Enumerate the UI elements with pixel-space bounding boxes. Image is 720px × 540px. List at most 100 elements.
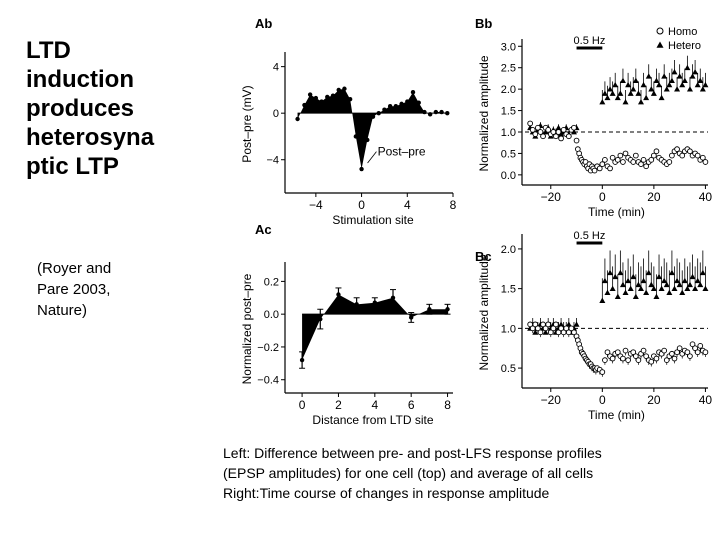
bb-hetero-point xyxy=(637,99,644,105)
ab-data-point xyxy=(342,86,347,91)
ab-x-tick-label: 8 xyxy=(450,198,457,212)
bb-y-tick-label: 1.5 xyxy=(501,106,516,118)
bb-hetero-point xyxy=(640,81,647,88)
bb-homo-point xyxy=(537,129,544,135)
bc-hetero-point xyxy=(653,293,660,299)
bb-hetero-point xyxy=(663,86,670,92)
bc-homo-point xyxy=(640,347,647,354)
bc-hetero-point xyxy=(640,277,647,284)
bb-y-tick-label: 3.0 xyxy=(501,41,516,53)
ab-data-point xyxy=(325,94,330,100)
bc-homo-point xyxy=(535,325,541,332)
bb-homo-point xyxy=(640,157,647,163)
bc-stimulation-label: 0.5 Hz xyxy=(574,230,606,242)
bb-x-tick-label: 20 xyxy=(647,190,661,204)
bb-y-tick-label: 1.0 xyxy=(501,127,516,139)
citation-line: (Royer and xyxy=(37,260,112,277)
ac-data-point xyxy=(354,302,359,307)
bc-hetero-point xyxy=(661,277,668,284)
ac-y-tick-label: −0.4 xyxy=(257,375,279,387)
bc-homo-point xyxy=(653,355,660,362)
bc-y-tick-label: 1.5 xyxy=(501,284,516,296)
bb-homo-point xyxy=(545,127,552,133)
bb-hetero-point xyxy=(570,129,577,135)
bc-y-axis-label: Normalized amplitude xyxy=(477,254,491,370)
bc-homo-point xyxy=(537,329,544,336)
bc-homo-point xyxy=(694,349,701,356)
bc-homo-point xyxy=(697,342,704,349)
bc-hetero-point xyxy=(617,269,624,276)
bb-y-tick-label: 2.5 xyxy=(501,63,516,75)
bc-hetero-point xyxy=(648,281,655,288)
title-line: LTD xyxy=(26,37,71,64)
ab-x-tick-label: 0 xyxy=(358,198,365,212)
ab-data-point xyxy=(387,104,393,109)
ab-data-point xyxy=(410,90,416,95)
bc-hetero-point xyxy=(643,289,650,296)
ab-data-point xyxy=(336,87,341,93)
bb-hetero-point xyxy=(619,77,626,83)
ac-data-point xyxy=(390,295,396,300)
bc-x-axis-label: Time (min) xyxy=(588,408,645,422)
ac-data-point xyxy=(445,307,450,312)
bc-homo-point xyxy=(614,349,621,356)
bc-homo-point xyxy=(571,329,577,336)
ab-data-point xyxy=(416,100,421,105)
ab-y-tick-label: 4 xyxy=(273,62,279,74)
bb-hetero-point xyxy=(681,77,688,83)
ab-data-point xyxy=(376,110,381,116)
bb-x-tick-label: 0 xyxy=(599,190,606,204)
bc-homo-point xyxy=(625,357,631,363)
ab-data-point xyxy=(307,92,313,97)
bb-homo-point xyxy=(540,133,546,140)
ab-data-point xyxy=(347,97,353,102)
bc-homo-point xyxy=(532,321,539,328)
bc-homo-point xyxy=(620,355,626,362)
bc-hetero-point xyxy=(632,293,639,299)
bc-hetero-point xyxy=(681,277,688,284)
bc-x-tick-label: −20 xyxy=(541,393,562,407)
citation-line: Pare 2003, xyxy=(37,281,111,298)
bb-hetero-point xyxy=(676,73,683,79)
bc-hetero-point xyxy=(635,281,642,288)
ac-x-tick-label: 8 xyxy=(444,398,451,412)
ac-x-axis-label: Distance from LTD site xyxy=(312,413,433,427)
panel-label-ab: Ab xyxy=(255,16,272,31)
bc-hetero-point xyxy=(645,269,652,276)
bb-hetero-point xyxy=(607,86,614,92)
ab-x-axis-label: Stimulation site xyxy=(332,213,414,227)
bc-hetero-point xyxy=(619,281,626,288)
bb-hetero-point xyxy=(627,90,634,96)
bc-homo-point xyxy=(632,353,639,360)
ab-data-point xyxy=(370,114,376,119)
bb-y-tick-label: 2.0 xyxy=(501,84,516,96)
bc-hetero-point xyxy=(658,285,665,292)
bb-y-axis-label: Normalized amplitude xyxy=(477,55,491,171)
ac-x-tick-label: 6 xyxy=(408,398,415,412)
bb-hetero-point xyxy=(612,81,619,88)
bc-hetero-point xyxy=(650,285,657,292)
bc-homo-point xyxy=(687,353,693,360)
ac-data-point xyxy=(318,316,323,322)
bb-homo-point xyxy=(609,154,616,161)
bb-hetero-point xyxy=(674,86,681,92)
bc-hetero-point xyxy=(663,281,670,288)
bb-hetero-point xyxy=(689,73,696,79)
ab-data-point xyxy=(353,134,359,139)
bc-y-tick-label: 0.5 xyxy=(501,363,516,375)
bc-homo-point xyxy=(604,349,611,356)
ab-data-point xyxy=(427,112,433,117)
bb-legend-homo-label: Homo xyxy=(668,26,697,38)
ab-data-point xyxy=(405,99,410,104)
bc-hetero-point xyxy=(692,285,699,292)
bc-homo-point xyxy=(669,350,675,357)
ab-x-tick-label: 4 xyxy=(404,198,411,212)
bc-hetero-point xyxy=(666,289,673,296)
bb-hetero-point xyxy=(692,69,699,75)
bb-hetero-point xyxy=(625,81,632,88)
bb-homo-point xyxy=(669,152,675,159)
bc-hetero-point xyxy=(674,277,681,284)
bb-homo-point xyxy=(617,152,624,159)
bb-hetero-point xyxy=(653,77,660,83)
ab-annotation-leader xyxy=(367,151,377,164)
